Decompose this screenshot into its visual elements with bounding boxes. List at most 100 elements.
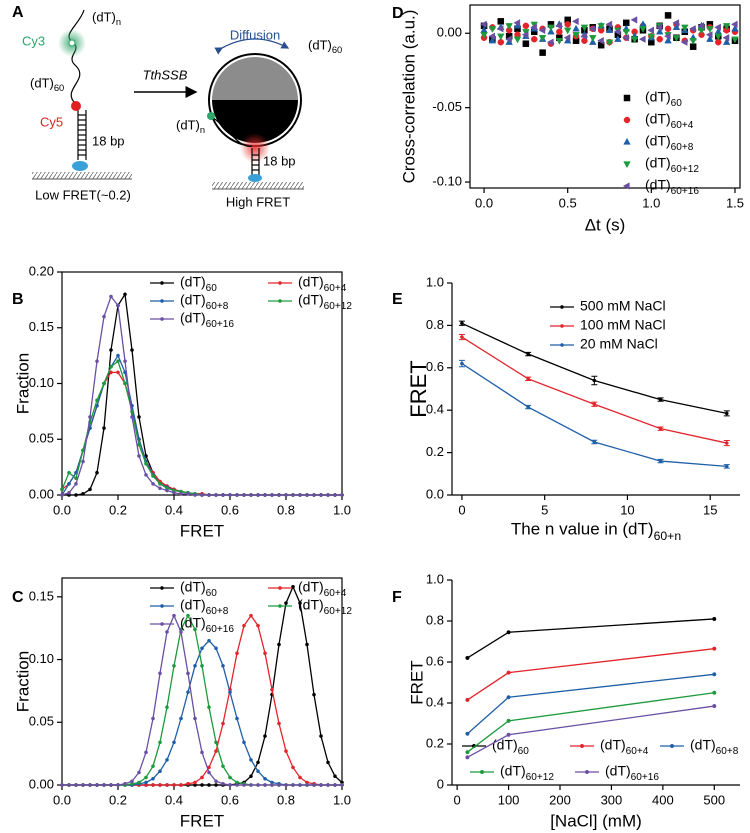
- marker: [102, 426, 106, 430]
- marker: [109, 783, 113, 787]
- label: TthSSB: [143, 67, 188, 82]
- marker: [81, 492, 85, 496]
- marker: [130, 348, 134, 352]
- marker: [137, 770, 141, 775]
- y-tick-label: 1.0: [426, 274, 444, 289]
- marker: [263, 493, 267, 497]
- label: (dT)60: [30, 75, 64, 93]
- marker: [630, 16, 638, 24]
- marker: [291, 584, 295, 589]
- legend-marker: [160, 299, 164, 303]
- plot-frame: [469, 4, 741, 189]
- legend-label: 500 mM NaCl: [580, 298, 666, 314]
- marker: [95, 398, 99, 403]
- legend-marker: [160, 317, 164, 321]
- marker: [249, 758, 253, 762]
- marker: [74, 783, 78, 787]
- marker: [580, 24, 589, 32]
- x-axis-label: FRET: [180, 521, 224, 540]
- y-tick-label: 0.8: [426, 612, 444, 627]
- marker: [705, 31, 713, 39]
- marker: [465, 750, 470, 755]
- y-tick-label: 1.0: [426, 571, 444, 586]
- marker: [270, 783, 274, 787]
- series-line: [467, 648, 715, 701]
- marker: [697, 22, 705, 30]
- marker: [319, 734, 323, 738]
- marker: [235, 651, 239, 656]
- y-tick-label: 0.15: [29, 319, 54, 334]
- y-tick-label: 0.00: [29, 776, 54, 791]
- marker: [340, 783, 344, 787]
- marker: [172, 613, 176, 618]
- legend-label: (dT)60+16: [180, 615, 234, 635]
- marker: [158, 482, 162, 486]
- label: High FRET: [226, 194, 290, 209]
- label: Low FRET(~0.2): [35, 187, 131, 202]
- marker: [109, 294, 113, 299]
- x-tick-label: 200: [549, 792, 571, 807]
- marker: [724, 464, 729, 469]
- x-tick-label: 0.8: [277, 502, 295, 517]
- label: (dT)n: [92, 9, 121, 27]
- y-tick-label: 0.20: [29, 263, 54, 278]
- x-tick-label: 5: [541, 502, 548, 517]
- legend-label: 100 mM NaCl: [580, 317, 666, 333]
- marker: [488, 32, 496, 40]
- marker: [588, 25, 596, 33]
- marker: [622, 29, 630, 36]
- cy5-dye: [71, 101, 81, 111]
- marker: [158, 769, 162, 774]
- marker: [538, 35, 547, 42]
- marker: [102, 314, 106, 319]
- marker: [214, 740, 218, 745]
- duplex: [77, 110, 87, 160]
- marker: [465, 755, 470, 760]
- marker: [658, 397, 663, 402]
- marker: [200, 663, 204, 668]
- marker: [488, 26, 497, 33]
- legend-label: (dT)60+4: [600, 737, 649, 757]
- legend-marker: [160, 604, 164, 608]
- legend-label: (dT)60+8: [645, 133, 694, 153]
- marker: [522, 40, 530, 47]
- legend-marker: [278, 604, 282, 608]
- x-tick-label: 0.0: [475, 195, 493, 210]
- panel-label: D: [392, 5, 404, 22]
- marker: [555, 38, 564, 45]
- marker: [663, 32, 671, 40]
- legend-marker: [623, 161, 631, 169]
- y-tick-label: -0.05: [432, 99, 462, 114]
- marker: [305, 642, 309, 647]
- x-tick-label: 0.4: [165, 792, 183, 807]
- marker: [731, 36, 739, 44]
- marker: [151, 764, 155, 769]
- marker: [200, 775, 204, 780]
- marker: [88, 415, 92, 419]
- marker: [137, 415, 141, 419]
- marker: [505, 23, 513, 30]
- marker: [116, 783, 120, 787]
- marker: [530, 35, 538, 43]
- cy3-dye: [68, 39, 76, 47]
- label: Cy3: [22, 33, 45, 48]
- marker: [672, 23, 681, 30]
- label: Cy5: [40, 114, 63, 129]
- x-tick-label: 10: [620, 502, 634, 517]
- marker: [506, 670, 511, 675]
- series-line: [62, 613, 342, 786]
- marker: [556, 28, 563, 36]
- marker: [221, 493, 225, 497]
- marker: [200, 783, 204, 787]
- x-tick-label: 0.2: [109, 792, 127, 807]
- marker: [256, 769, 260, 774]
- x-tick-label: 1.0: [642, 195, 660, 210]
- panel-label: B: [12, 291, 24, 308]
- marker: [277, 721, 281, 726]
- marker: [277, 493, 281, 497]
- marker: [207, 705, 211, 710]
- marker: [655, 23, 663, 32]
- marker: [506, 732, 511, 737]
- legend-label: (dT)60+16: [645, 177, 699, 197]
